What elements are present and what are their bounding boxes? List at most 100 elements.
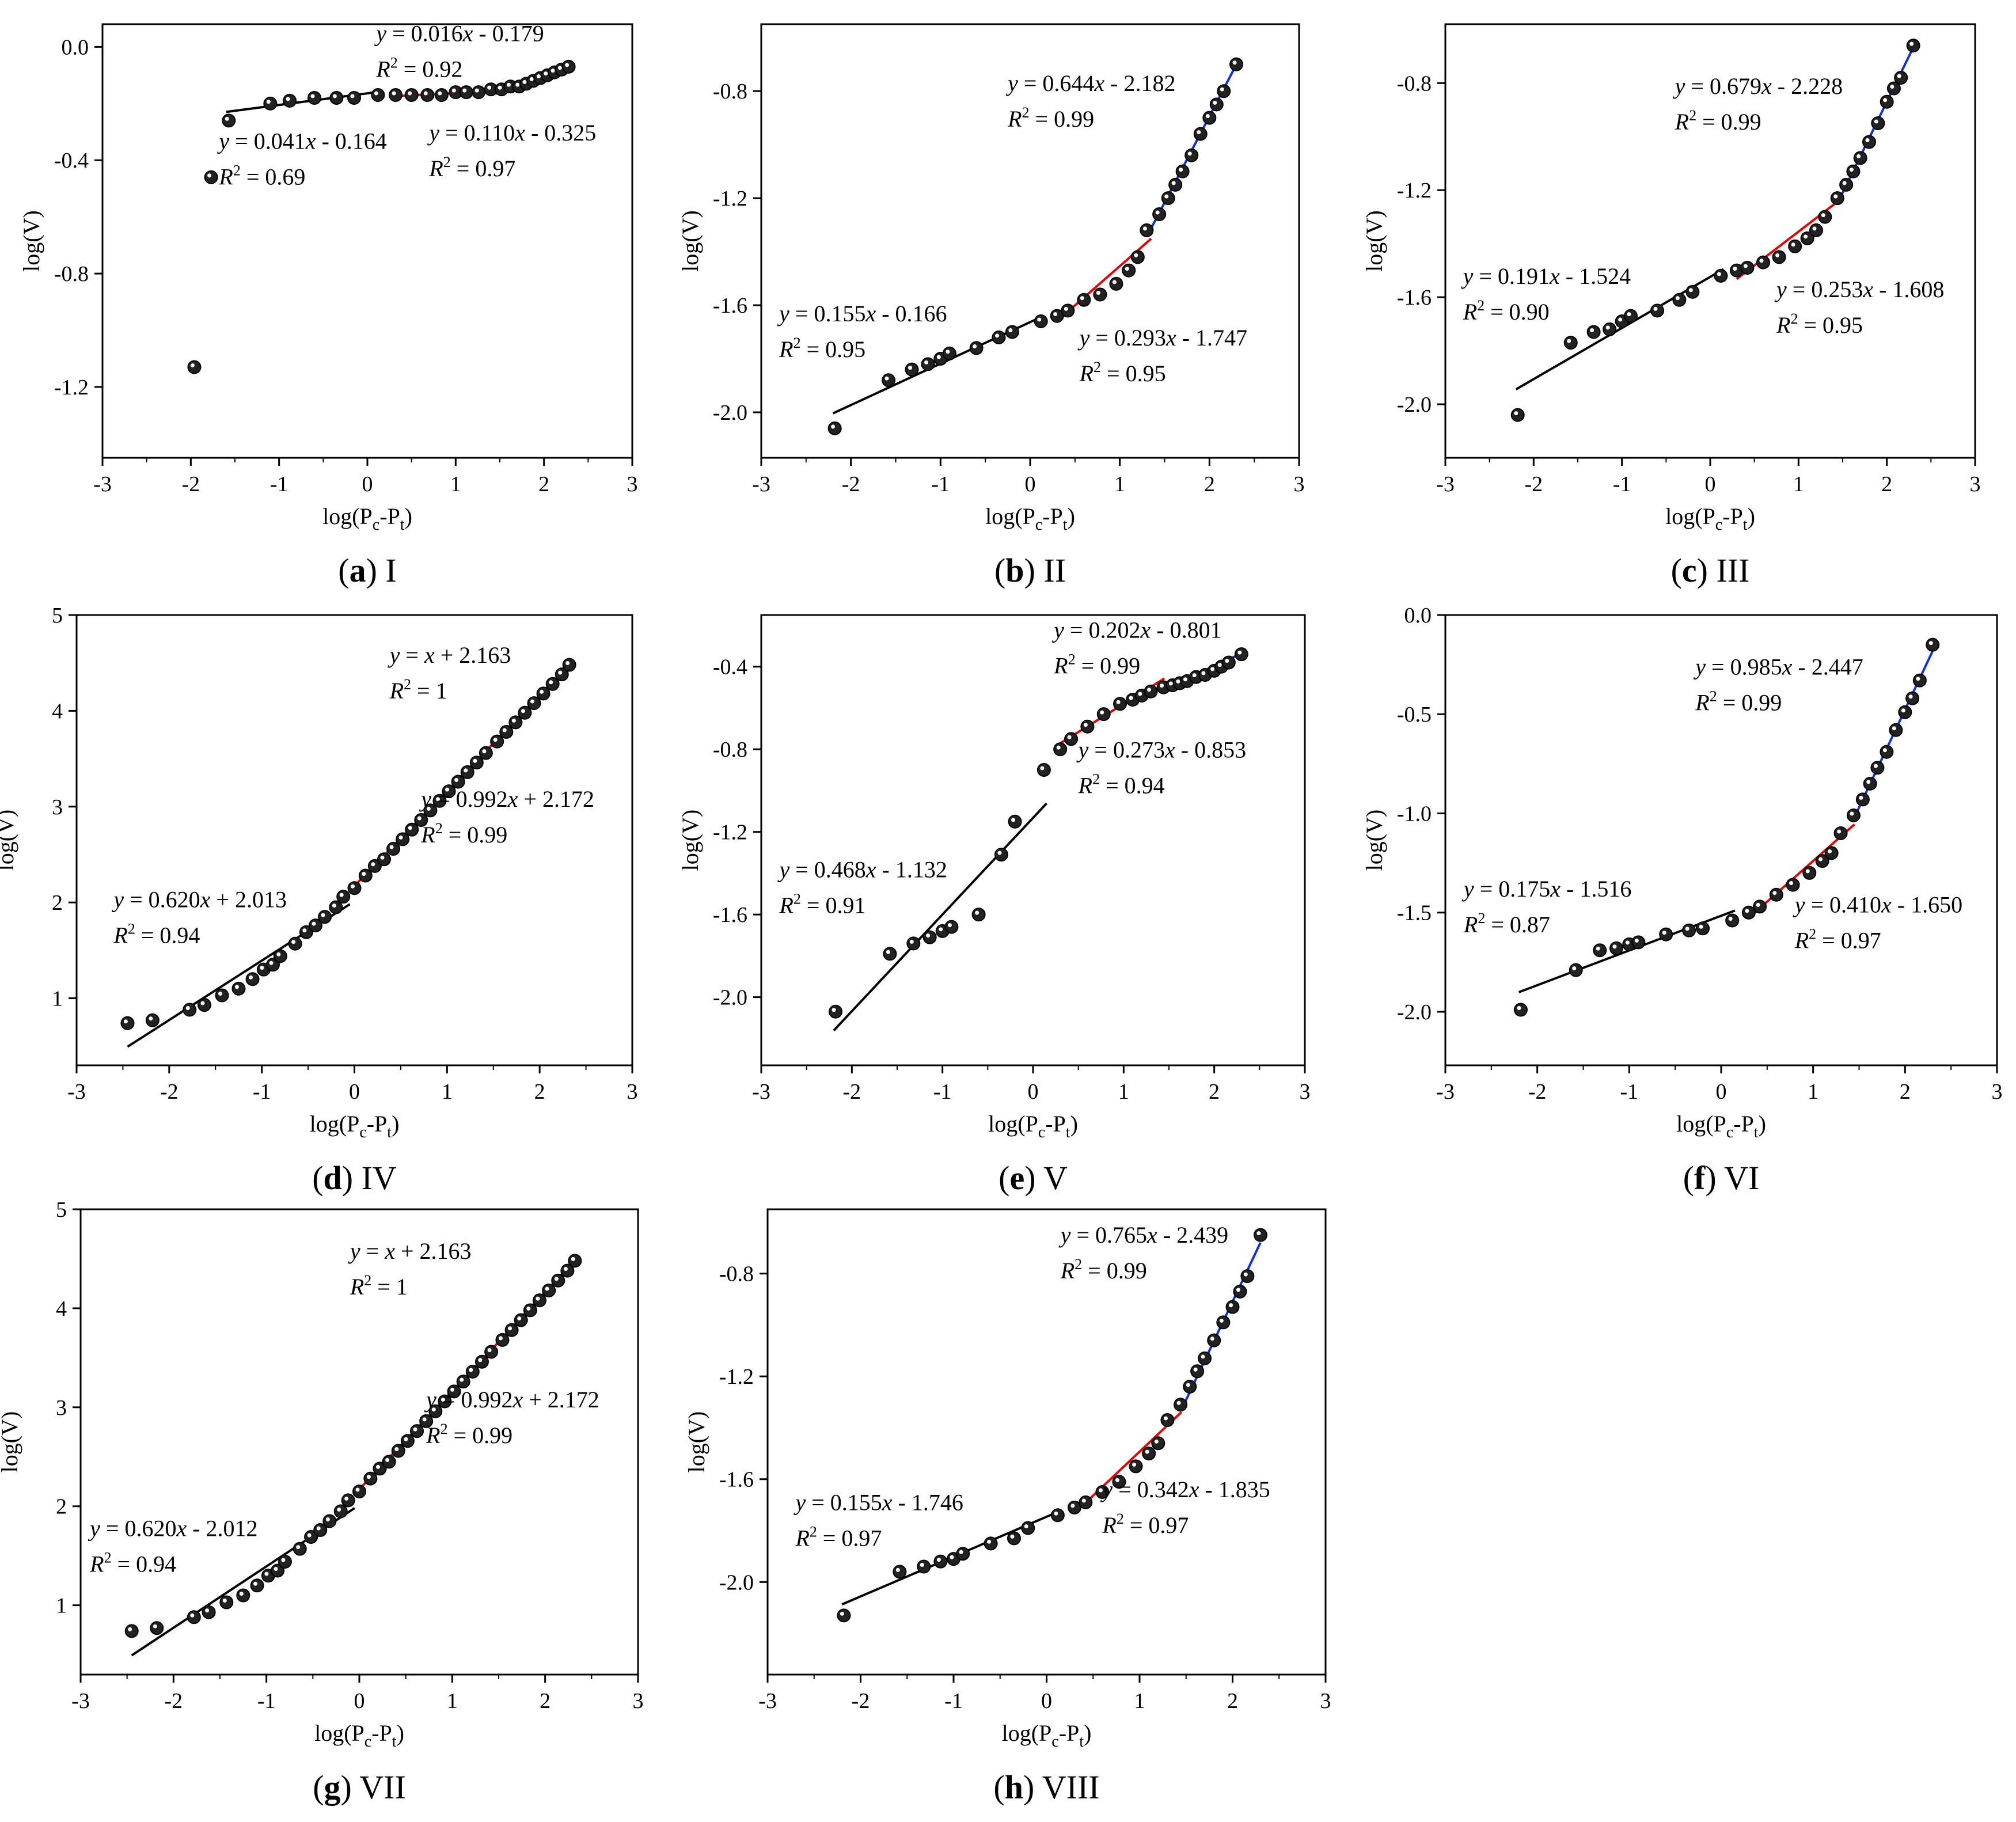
data-point xyxy=(1510,408,1525,422)
data-point xyxy=(837,1608,851,1623)
data-point-highlight xyxy=(1685,927,1690,931)
data-point xyxy=(933,1554,948,1569)
data-point-highlight xyxy=(1850,811,1854,816)
data-point xyxy=(1093,287,1107,302)
data-point-highlight xyxy=(554,1277,559,1281)
data-point xyxy=(1833,826,1848,840)
panel-caption: (h) VIII xyxy=(993,1768,1099,1806)
data-point-highlight xyxy=(1083,723,1088,727)
panel-c: -3 -2 -1 0 1 2 3 -0.8 -1.2 -1.6 -2.0 log(Pc-Pt) log(… xyxy=(1361,23,1981,589)
y-tick-label: 3 xyxy=(56,1396,67,1420)
data-point xyxy=(1193,127,1208,141)
data-point-highlight xyxy=(493,738,498,742)
data-point-highlight xyxy=(1821,213,1825,218)
data-point xyxy=(1113,697,1127,711)
y-tick-label: 0.0 xyxy=(62,35,89,59)
x-axis-label: log(Pc-Pt) xyxy=(314,1720,404,1751)
data-point-highlight xyxy=(1675,296,1680,301)
data-point xyxy=(560,1263,575,1278)
data-point xyxy=(1513,1003,1528,1017)
data-point xyxy=(1603,322,1617,336)
data-point xyxy=(1609,941,1623,955)
x-tick-label: 0 xyxy=(1716,1080,1727,1104)
data-point xyxy=(1786,878,1800,892)
x-tick-label: -3 xyxy=(93,472,112,496)
data-point-highlight xyxy=(1201,671,1206,675)
x-tick-label: 1 xyxy=(1118,1080,1129,1104)
y-tick-label: -0.8 xyxy=(713,79,747,104)
data-point xyxy=(1855,792,1870,807)
data-point xyxy=(250,1578,264,1593)
y-tick-label: -0.5 xyxy=(1397,703,1432,727)
data-point-highlight xyxy=(517,1316,522,1321)
data-point xyxy=(1800,231,1814,245)
x-tick-label: 0 xyxy=(1028,1080,1039,1104)
data-point-highlight xyxy=(1873,764,1878,768)
y-tick-label: 1 xyxy=(56,1594,67,1618)
fit-equation: y = 0.041x - 0.164 xyxy=(217,128,386,154)
data-point-highlight xyxy=(222,1599,227,1603)
data-point xyxy=(1021,1521,1035,1535)
data-point-highlight xyxy=(264,1572,269,1576)
fit-equation: y = 0.253x - 1.608 xyxy=(1774,276,1944,302)
fit-r-squared: R2 = 0.69 xyxy=(218,162,305,190)
data-point xyxy=(1233,1284,1247,1299)
data-point-highlight xyxy=(831,424,836,429)
data-point-highlight xyxy=(926,933,931,938)
data-point xyxy=(1886,81,1901,96)
data-point xyxy=(120,1016,135,1030)
data-point xyxy=(499,724,514,739)
data-point-highlight xyxy=(1818,857,1823,861)
data-point-highlight xyxy=(924,360,929,365)
data-point xyxy=(265,958,280,972)
panel-caption: (c) III xyxy=(1671,552,1750,589)
y-tick-label: -0.4 xyxy=(54,149,89,173)
data-point-highlight xyxy=(413,1427,417,1432)
data-point xyxy=(447,1384,461,1399)
x-tick-label: 2 xyxy=(1900,1080,1911,1104)
data-point-highlight xyxy=(380,855,385,860)
data-point-highlight xyxy=(936,1558,941,1562)
panel-caption: (a) I xyxy=(338,552,396,589)
x-tick-label: -1 xyxy=(1620,1080,1639,1104)
data-point xyxy=(523,1303,537,1318)
data-point-highlight xyxy=(571,1257,575,1261)
data-point xyxy=(318,910,332,924)
data-point-highlight xyxy=(464,768,468,773)
x-tick-label: 3 xyxy=(1970,472,1981,496)
data-point xyxy=(1050,309,1064,323)
data-point-highlight xyxy=(337,1507,341,1512)
data-point xyxy=(472,85,486,100)
data-point xyxy=(1007,1531,1021,1546)
fit-equation: y = 0.342x - 1.835 xyxy=(1100,1476,1270,1502)
data-point xyxy=(373,1462,387,1476)
data-point-highlight xyxy=(1197,130,1201,135)
x-tick-label: -2 xyxy=(842,472,860,496)
data-point-highlight xyxy=(1627,312,1631,317)
data-point xyxy=(484,1345,499,1359)
data-point xyxy=(1207,1333,1221,1347)
data-point-highlight xyxy=(234,985,239,989)
data-point-highlight xyxy=(417,816,422,821)
data-point-highlight xyxy=(1612,944,1617,949)
y-tick-label: -1.5 xyxy=(1397,901,1432,925)
data-point-highlight xyxy=(947,923,952,928)
x-tick-label: 3 xyxy=(1320,1689,1331,1713)
y-tick-label: 2 xyxy=(56,1495,67,1519)
fit-r-squared: R2 = 0.97 xyxy=(1794,926,1881,954)
data-point xyxy=(1862,135,1876,149)
data-point xyxy=(1788,239,1802,253)
data-point-highlight xyxy=(190,363,195,368)
data-point xyxy=(905,362,919,377)
data-point-highlight xyxy=(511,718,516,723)
data-point-highlight xyxy=(498,85,502,90)
data-point-highlight xyxy=(291,940,296,944)
x-tick-label: 1 xyxy=(1114,472,1125,496)
data-point-highlight xyxy=(1134,253,1138,257)
data-point-highlight xyxy=(1572,966,1577,971)
data-point-highlight xyxy=(1098,1488,1103,1493)
data-point-highlight xyxy=(296,1545,301,1550)
data-point-highlight xyxy=(886,950,890,954)
data-point-highlight xyxy=(1605,325,1610,330)
x-tick-label: 0 xyxy=(362,472,373,496)
